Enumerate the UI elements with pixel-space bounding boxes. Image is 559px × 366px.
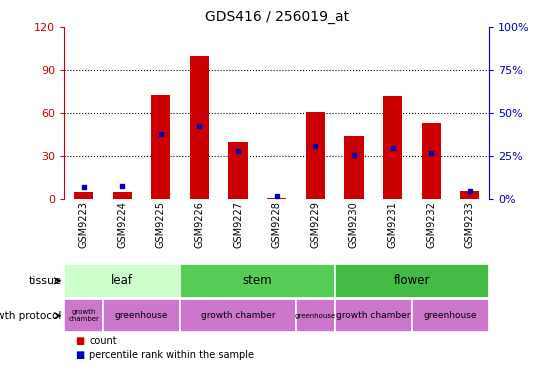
Text: GSM9231: GSM9231 [387,201,397,248]
Text: percentile rank within the sample: percentile rank within the sample [89,350,254,360]
Text: GSM9226: GSM9226 [195,201,205,248]
Bar [335,264,489,298]
Text: greenhouse: greenhouse [115,311,168,320]
Text: leaf: leaf [111,274,133,287]
Bar [421,123,441,199]
Bar [383,96,402,199]
Text: GSM9233: GSM9233 [465,201,475,248]
Text: greenhouse: greenhouse [295,313,336,319]
Text: GSM9230: GSM9230 [349,201,359,248]
Bar [151,95,170,199]
Bar [103,299,180,332]
Text: count: count [89,336,117,346]
Text: greenhouse: greenhouse [424,311,477,320]
Title: GDS416 / 256019_at: GDS416 / 256019_at [205,10,349,24]
Bar [64,264,180,298]
Bar [229,142,248,199]
Bar [64,299,103,332]
Bar [267,198,286,199]
Bar [335,299,412,332]
Bar [412,299,489,332]
Text: GSM9228: GSM9228 [272,201,282,248]
Text: ■: ■ [75,336,85,346]
Bar [112,192,132,199]
Text: GSM9227: GSM9227 [233,201,243,249]
Text: flower: flower [394,274,430,287]
Text: GSM9223: GSM9223 [79,201,88,248]
Text: growth chamber: growth chamber [336,311,410,320]
Bar [180,299,296,332]
Text: growth
chamber: growth chamber [68,309,99,322]
Text: GSM9232: GSM9232 [426,201,436,248]
Bar [296,299,335,332]
Bar [74,192,93,199]
Bar [180,264,335,298]
Text: GSM9224: GSM9224 [117,201,127,248]
Text: GSM9225: GSM9225 [156,201,166,249]
Text: growth protocol: growth protocol [0,311,61,321]
Text: tissue: tissue [29,276,61,286]
Bar [460,191,480,199]
Text: stem: stem [243,274,272,287]
Bar [306,112,325,199]
Bar [190,56,209,199]
Text: ■: ■ [75,350,85,360]
Bar [344,137,363,199]
Text: growth chamber: growth chamber [201,311,276,320]
Text: GSM9229: GSM9229 [310,201,320,248]
